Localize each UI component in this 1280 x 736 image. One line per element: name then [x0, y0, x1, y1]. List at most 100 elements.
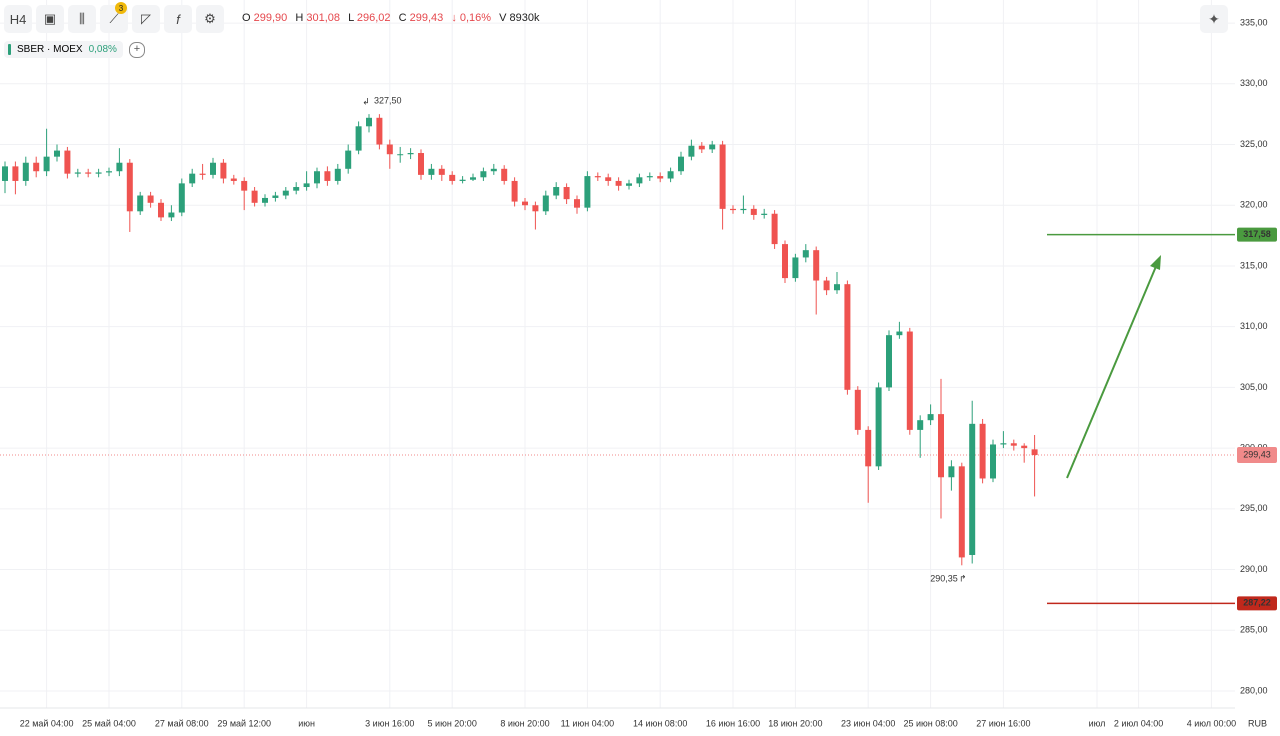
candle-body	[2, 166, 8, 181]
price-tag-label: 317,58	[1243, 229, 1271, 239]
candle-body	[95, 172, 102, 174]
candle-body	[574, 199, 580, 208]
candle-body	[272, 195, 279, 198]
candle-body	[345, 150, 352, 169]
candle-body	[917, 420, 924, 430]
ohlc-key: H	[295, 12, 304, 24]
price-tag	[1237, 596, 1277, 611]
candle-body	[501, 168, 508, 181]
candle-body	[490, 168, 497, 172]
x-tick-label: 5 июн 20:00	[428, 718, 477, 728]
candle-body	[771, 213, 778, 245]
current-price-tag	[1237, 447, 1277, 464]
annotation-arrow: ↱	[959, 574, 967, 584]
badge: 3	[115, 2, 127, 14]
candle-body	[667, 171, 674, 179]
candle-body	[761, 213, 768, 215]
symbol-change: 0,08%	[88, 44, 117, 55]
candle-body	[376, 117, 383, 145]
candle-body	[158, 202, 164, 218]
candle-body	[43, 156, 50, 172]
x-tick-label: 23 июн 04:00	[841, 718, 895, 728]
drawings-button[interactable]: ⟋ 3	[100, 2, 128, 33]
candle-body	[418, 153, 424, 175]
shapes-button[interactable]: ◸	[132, 5, 160, 33]
x-tick-label: 18 июн 20:00	[768, 718, 822, 728]
ohlc-value: 296,02	[356, 12, 391, 24]
add-symbol[interactable]: +	[128, 41, 145, 58]
x-tick-label: 25 май 04:00	[82, 718, 136, 728]
candle-body	[636, 177, 643, 184]
annotation-arrow: ↲	[362, 97, 370, 107]
current-price-label: 299,43	[1243, 449, 1271, 459]
candle-body	[230, 178, 237, 181]
candle-body	[1000, 443, 1007, 445]
y-tick-label: 320,00	[1240, 200, 1268, 210]
indicators-button[interactable]: f	[164, 5, 192, 33]
candle-body	[199, 173, 206, 175]
candle-body	[823, 280, 830, 291]
candle-body	[355, 126, 362, 151]
candle-body	[522, 201, 528, 206]
x-tick-label: 25 июн 08:00	[903, 718, 957, 728]
x-tick-label: 2 июл 04:00	[1114, 718, 1163, 728]
candle-body	[532, 205, 539, 212]
add-button[interactable]: ▣	[36, 5, 64, 33]
ohlc-key: C	[398, 12, 407, 24]
candle-body	[449, 174, 456, 181]
candle-body	[147, 195, 154, 203]
x-tick-label: 11 июн 04:00	[561, 718, 615, 728]
ai-button[interactable]: ✦	[1200, 5, 1228, 33]
candle-body	[74, 172, 81, 174]
settings-button[interactable]: ⚙	[196, 5, 224, 33]
candle-body	[709, 144, 716, 150]
candle-body	[12, 166, 19, 181]
candle-body	[730, 208, 736, 211]
candle-body	[958, 466, 965, 558]
candle-body	[480, 171, 487, 178]
volume-key: V	[499, 12, 507, 24]
ohlc-value: 301,08	[306, 12, 341, 24]
candle-body	[262, 197, 268, 203]
chart-type-button[interactable]: ⫼	[68, 5, 96, 33]
candle-body	[251, 190, 258, 203]
candle-body	[750, 208, 757, 215]
candle-body	[116, 162, 123, 172]
ohlc-value: 299,43	[409, 12, 444, 24]
candle-body	[906, 331, 913, 430]
x-tick-label: 27 июн 16:00	[976, 718, 1030, 728]
candle-body	[438, 168, 445, 175]
x-tick-label: июл	[1089, 718, 1106, 728]
candle-body	[54, 150, 60, 157]
candle-body	[802, 250, 809, 258]
volume: 8930k	[509, 12, 540, 24]
y-tick-label: 295,00	[1240, 503, 1268, 513]
y-tick-label: 285,00	[1240, 625, 1268, 635]
ohlc-key: O	[242, 12, 251, 24]
candle-body	[293, 187, 300, 191]
y-tick-label: 325,00	[1240, 139, 1268, 149]
symbol-chip[interactable]: SBER · MOEX 0,08%	[4, 41, 123, 58]
candle-body	[594, 176, 601, 178]
y-tick-label: 290,00	[1240, 564, 1268, 574]
candle-body	[178, 183, 185, 213]
ohlc: O 299,90 H 301,08 L 296,02 C 299,43 ↓ 0,…	[242, 12, 540, 24]
candle-body	[678, 156, 684, 172]
candle-body	[865, 429, 872, 467]
candle-body	[886, 335, 892, 388]
candle-body	[511, 180, 518, 202]
interval-button[interactable]: H4	[4, 5, 32, 33]
candle-body	[22, 162, 29, 181]
x-tick-label: 4 июл 00:00	[1187, 718, 1236, 728]
candle-body	[646, 176, 653, 178]
candle-body	[938, 414, 944, 478]
change: ↓ 0,16%	[451, 12, 492, 24]
candle-body	[542, 195, 549, 212]
candle-body	[324, 171, 331, 181]
y-tick-label: 280,00	[1240, 685, 1268, 695]
ohlc-key: L	[348, 12, 354, 24]
x-tick-label: 14 июн 08:00	[633, 718, 687, 728]
symbol: SBER · MOEX	[17, 44, 83, 55]
currency: RUB	[1248, 718, 1267, 728]
